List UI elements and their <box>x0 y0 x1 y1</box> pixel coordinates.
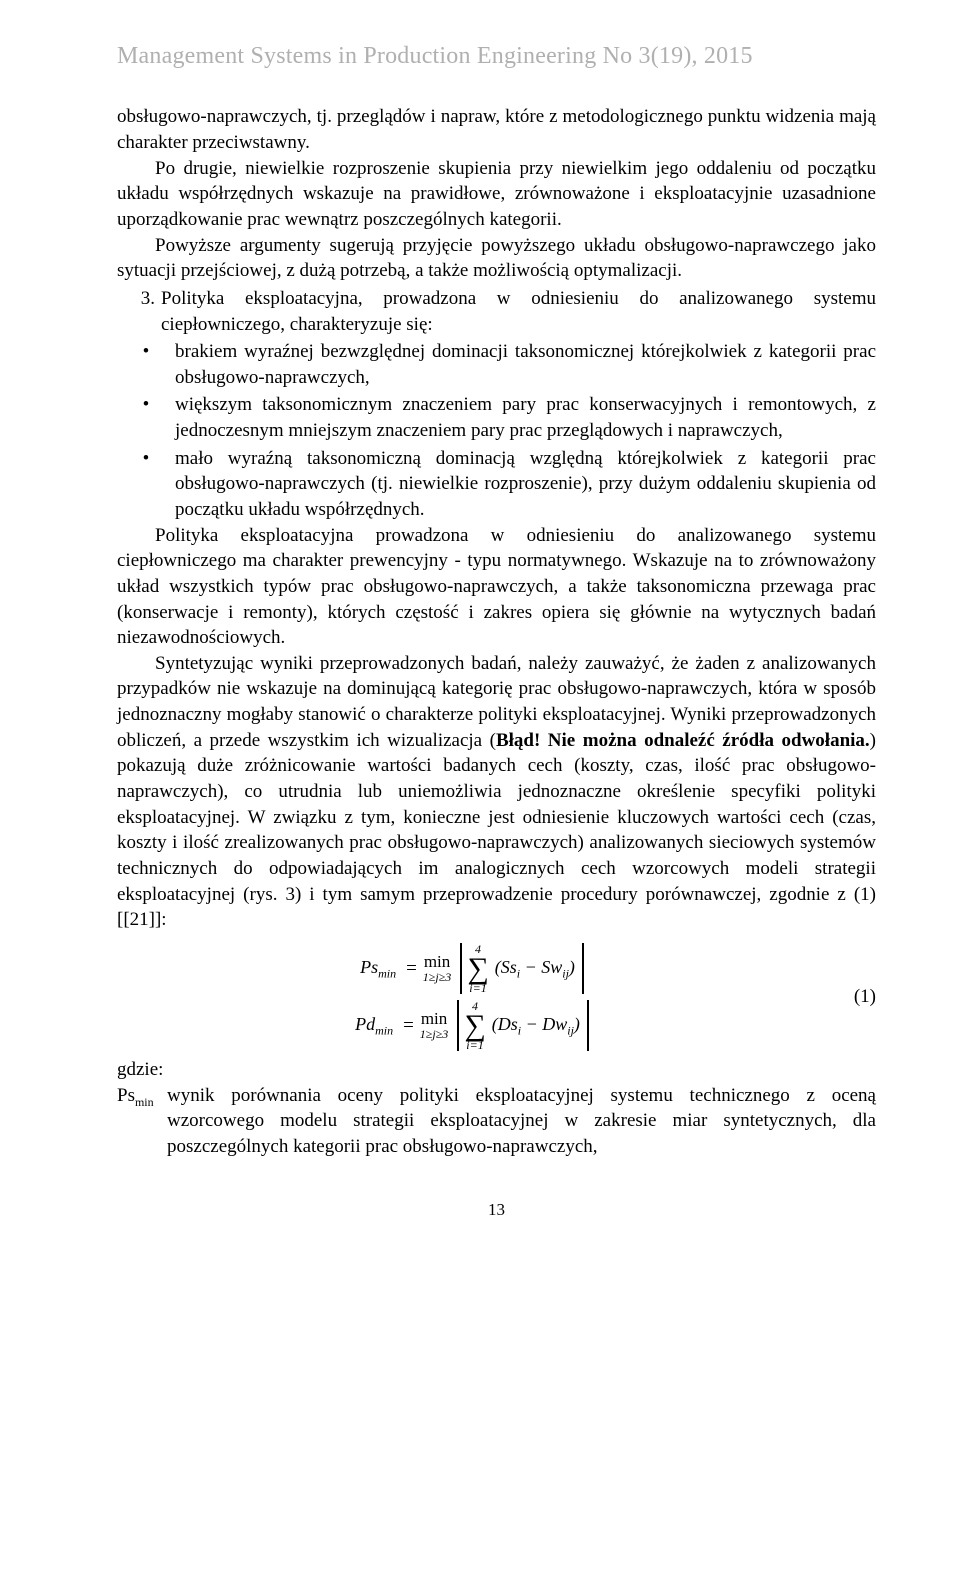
bullet-text: mało wyraźną taksonomiczną dominacją wzg… <box>175 446 876 523</box>
equation-number: (1) <box>826 984 876 1010</box>
bullet-text: większym taksonomicznym znaczeniem pary … <box>175 392 876 443</box>
paragraph: Polityka eksploatacyjna prowadzona w odn… <box>117 523 876 651</box>
where-label: gdzie: <box>117 1057 876 1083</box>
definition-row: Psmin wynik porównania oceny polityki ek… <box>117 1083 876 1160</box>
item-number: 3. <box>117 286 161 337</box>
numbered-item: 3. Polityka eksploatacyjna, prowadzona w… <box>117 286 876 337</box>
bullet-icon: • <box>117 446 175 523</box>
bullet-list: • brakiem wyraźnej bezwzględnej dominacj… <box>117 339 876 522</box>
paragraph: Powyższe argumenty sugerują przyjęcie po… <box>117 233 876 284</box>
page-header: Management Systems in Production Enginee… <box>117 40 876 72</box>
equation-row: Psmin = min 1≥j≥3 4 ∑ i=1 (Ssi − Swij) <box>356 943 587 994</box>
equation-block: Psmin = min 1≥j≥3 4 ∑ i=1 (Ssi − Swij) <box>117 943 876 1051</box>
symbol: Psmin <box>117 1083 167 1160</box>
equation-row: Pdmin = min 1≥j≥3 4 ∑ i=1 (Dsi − Dwij) <box>351 1000 592 1051</box>
definition-text: wynik porównania oceny polityki eksploat… <box>167 1083 876 1160</box>
where-block: gdzie: Psmin wynik porównania oceny poli… <box>117 1057 876 1160</box>
bullet-item: • większym taksonomicznym znaczeniem par… <box>117 392 876 443</box>
bullet-icon: • <box>117 392 175 443</box>
page-number: 13 <box>117 1199 876 1222</box>
bullet-text: brakiem wyraźnej bezwzględnej dominacji … <box>175 339 876 390</box>
paragraph: Syntetyzując wyniki przeprowadzonych bad… <box>117 651 876 933</box>
bullet-item: • mało wyraźną taksonomiczną dominacją w… <box>117 446 876 523</box>
error-text: Błąd! Nie można odnaleźć źródła odwołani… <box>496 730 870 751</box>
bullet-icon: • <box>117 339 175 390</box>
paragraph: obsługowo-naprawczych, tj. przeglądów i … <box>117 104 876 155</box>
text-run: ) pokazują duże zróżnicowanie wartości b… <box>117 730 876 930</box>
paragraph: Po drugie, niewielkie rozproszenie skupi… <box>117 156 876 233</box>
item-text: Polityka eksploatacyjna, prowadzona w od… <box>161 286 876 337</box>
bullet-item: • brakiem wyraźnej bezwzględnej dominacj… <box>117 339 876 390</box>
